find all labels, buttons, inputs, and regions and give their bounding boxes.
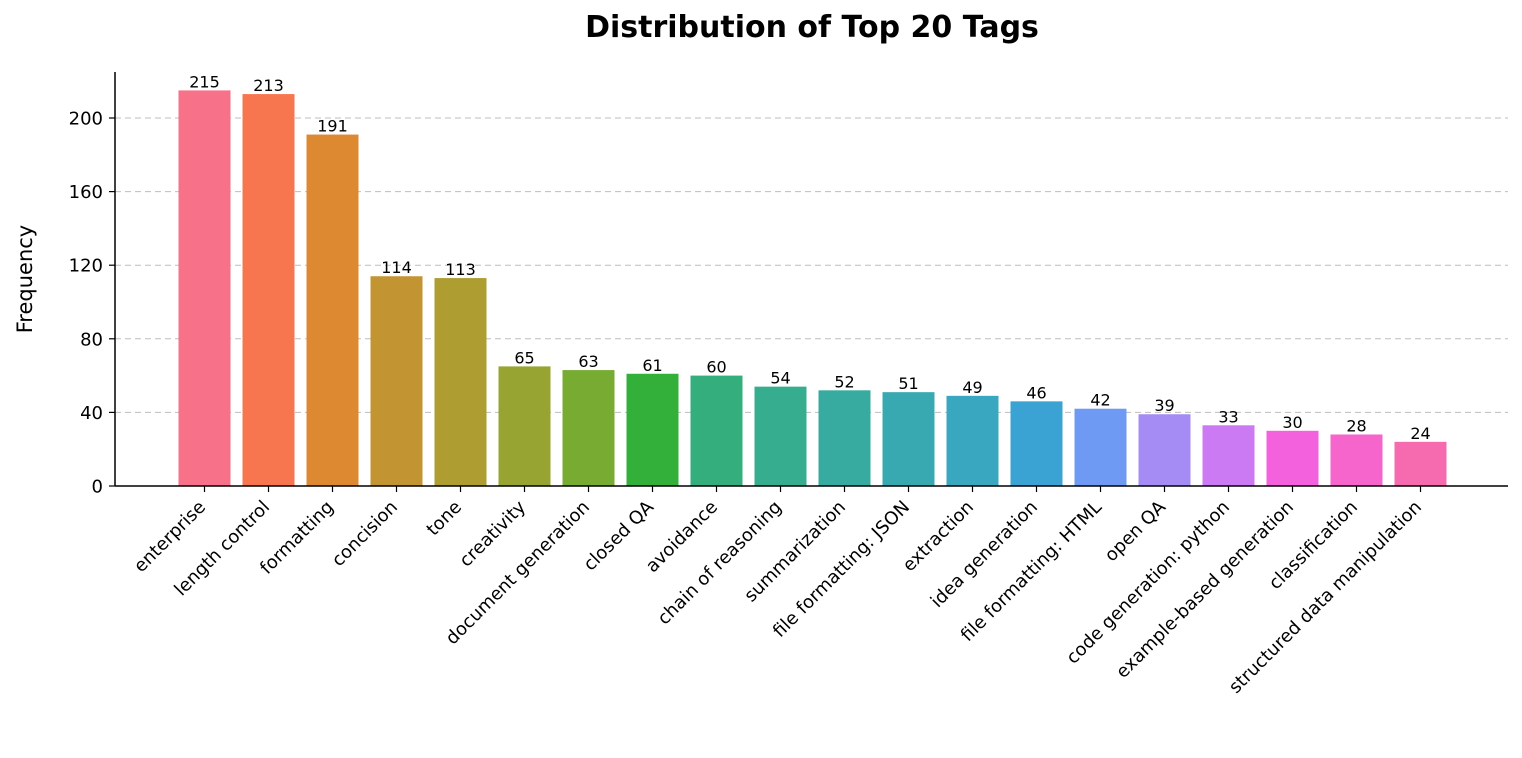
value-label: 51 [898,374,918,393]
value-label: 61 [642,356,662,375]
value-label: 191 [317,117,348,136]
y-ticks: 0 40 80 120 160 200 [69,109,115,498]
chart-title: Distribution of Top 20 Tags [585,10,1039,45]
bar-chain-of-reasoning [754,386,807,486]
bar-idea-generation [1010,401,1063,486]
value-label: 24 [1410,424,1430,443]
bar-tone [434,278,487,486]
bar-example-based-generation [1266,430,1319,486]
bar-enterprise [178,90,231,487]
value-label: 54 [770,369,790,388]
y-tick-label-120: 120 [69,256,103,277]
bar-summarization [818,390,871,486]
value-label: 42 [1090,391,1110,410]
bar-formatting [306,134,359,486]
y-tick-label-0: 0 [92,477,103,498]
bar-extraction [946,395,999,486]
y-tick-label-160: 160 [69,182,103,203]
bar-concision [370,276,423,486]
y-axis-label: Frequency [13,225,37,334]
bar-code-generation-python [1202,425,1255,486]
bar-structured-data-manipulation [1394,441,1447,486]
x-tick-label: concision [328,497,402,571]
bar-file-formatting-json [882,392,935,486]
bar-document-generation [562,370,615,486]
x-tick-label: chain of reasoning [654,497,786,629]
value-label: 213 [253,76,284,95]
value-labels: 215 213 191 114 113 65 63 61 60 54 52 51 49 46 42 39 33 3… [189,72,1430,442]
bar-avoidance [690,375,743,486]
value-label: 114 [381,258,412,277]
x-tick-label: tone [423,497,467,541]
value-label: 33 [1218,407,1238,426]
bar-closed-qa [626,373,679,486]
value-label: 39 [1154,396,1174,415]
y-tick-label-40: 40 [80,403,103,424]
bar-length-control [242,94,295,486]
bar-open-qa [1138,414,1191,486]
y-tick-label-80: 80 [80,329,103,350]
bar-creativity [498,366,551,486]
value-label: 113 [445,260,476,279]
y-tick-label-200: 200 [69,109,103,130]
value-label: 52 [834,372,854,391]
value-label: 46 [1026,383,1046,402]
value-label: 65 [514,348,534,367]
x-tick-label: idea generation [927,497,1042,612]
axes [114,72,1508,487]
value-label: 28 [1346,416,1366,435]
value-label: 63 [578,352,598,371]
value-label: 60 [706,358,726,377]
value-label: 49 [962,378,982,397]
bar-file-formatting-html [1074,408,1127,486]
bars [178,90,1447,487]
bar-classification [1330,434,1383,486]
value-label: 30 [1282,413,1302,432]
value-label: 215 [189,72,220,91]
